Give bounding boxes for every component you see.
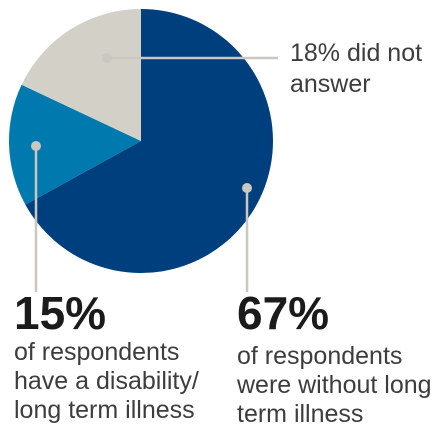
slice-no-answer bbox=[21, 9, 142, 141]
disability-description: of respondents have a disability/ long t… bbox=[14, 338, 199, 424]
disability-percent: 15% bbox=[14, 287, 107, 339]
no-illness-percent: 67% bbox=[237, 287, 330, 339]
slice-disability bbox=[9, 84, 141, 205]
slice-no-illness bbox=[25, 8, 274, 273]
pie-slices bbox=[9, 8, 274, 273]
leader-dot-disability bbox=[31, 141, 41, 151]
leader-dot-no-illness bbox=[242, 183, 252, 193]
no-illness-description: of respondents were without long term il… bbox=[237, 342, 432, 428]
no-answer-label: 18% did not answer bbox=[290, 39, 423, 98]
leader-lines bbox=[31, 53, 278, 292]
leader-dot-no-answer bbox=[102, 53, 112, 63]
